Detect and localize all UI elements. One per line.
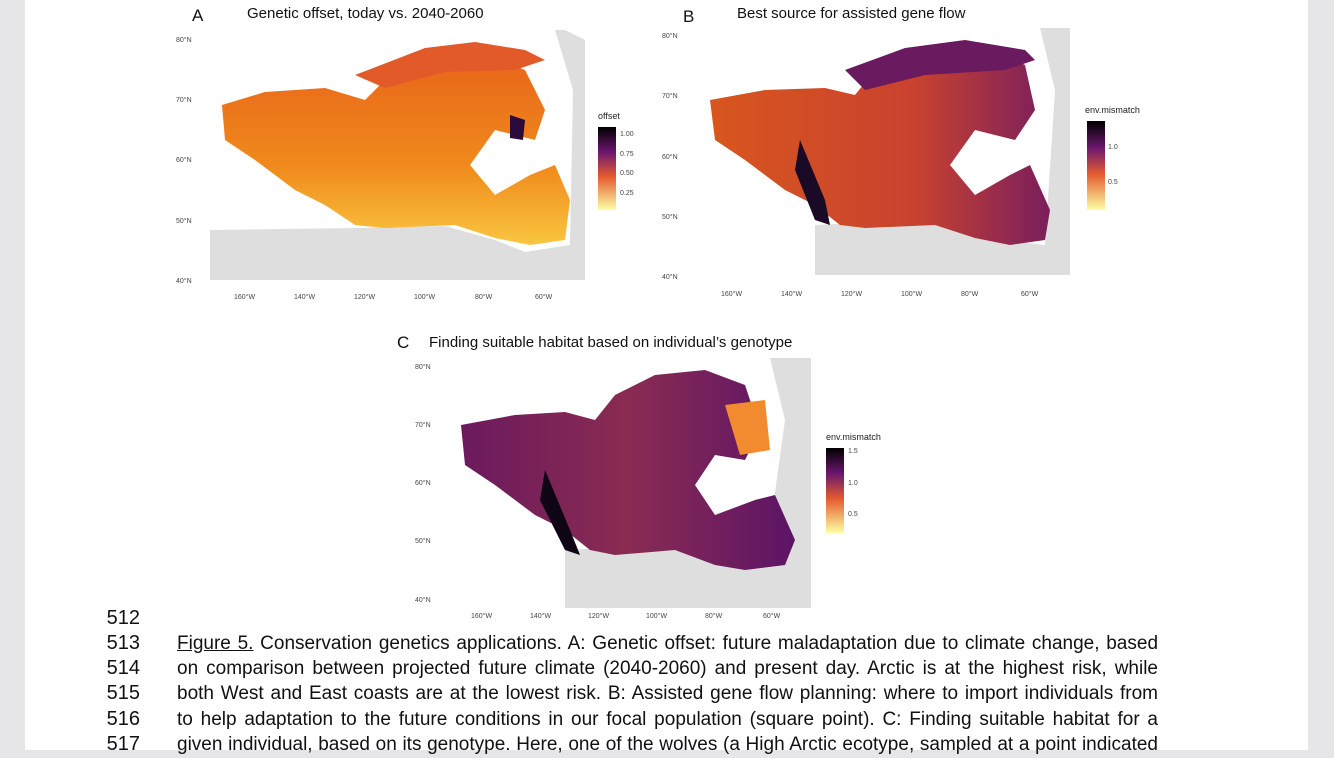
figure-label: Figure 5. [177, 633, 254, 654]
caption-line: given individual, based on its genotype.… [177, 734, 1158, 755]
latitude-label: 80°N [415, 364, 431, 371]
latitude-label: 70°N [415, 422, 431, 429]
legend-bar [598, 127, 616, 210]
latitude-label: 80°N [176, 37, 192, 44]
longitude-label: 120°W [354, 294, 376, 301]
latitude-label: 50°N [662, 214, 678, 221]
line-number: 514 [106, 657, 140, 679]
panel-title: Finding suitable habitat based on indivi… [429, 334, 793, 351]
legend-bar [1087, 121, 1105, 210]
caption-line: Figure 5. Conservation genetics applicat… [177, 633, 1158, 657]
legend-title: env.mismatch [1085, 105, 1140, 115]
map-c [441, 358, 811, 608]
longitude-label: 140°W [530, 613, 552, 620]
legend-title: env.mismatch [826, 432, 881, 442]
legend-tick: 0.25 [620, 190, 634, 197]
longitude-label: 140°W [294, 294, 316, 301]
latitude-label: 60°N [176, 157, 192, 164]
line-number: 516 [106, 708, 140, 730]
longitude-label: 160°W [471, 613, 493, 620]
longitude-label: 160°W [721, 291, 743, 298]
longitude-label: 100°W [414, 294, 436, 301]
line-number: 517 [106, 733, 140, 755]
latitude-label: 50°N [415, 538, 431, 545]
legend-tick: 0.50 [620, 170, 634, 177]
panel-title: Genetic offset, today vs. 2040-2060 [247, 5, 484, 22]
longitude-label: 80°W [705, 613, 723, 620]
figure-graphics [205, 28, 1105, 608]
caption-text: Conservation genetics applications. A: G… [253, 633, 1158, 654]
latitude-label: 40°N [415, 597, 431, 604]
legend-tick: 1.00 [620, 131, 634, 138]
legend-tick: 0.75 [620, 151, 634, 158]
longitude-label: 60°W [535, 294, 553, 301]
longitude-label: 60°W [763, 613, 781, 620]
caption-line: both West and East coasts are at the low… [177, 683, 1158, 704]
legend-tick: 1.5 [848, 448, 858, 455]
latitude-label: 70°N [176, 97, 192, 104]
panel-letter: B [683, 7, 695, 26]
latitude-label: 40°N [662, 274, 678, 281]
line-number: 512 [106, 607, 140, 629]
map-b [690, 28, 1070, 288]
latitude-label: 50°N [176, 218, 192, 225]
latitude-label: 60°N [662, 154, 678, 161]
paper: A Genetic offset, today vs. 2040-2060 80°N… [25, 0, 1308, 755]
latitude-label: 40°N [176, 278, 192, 285]
longitude-label: 120°W [588, 613, 610, 620]
legend-tick: 0.5 [1108, 179, 1118, 186]
panel-letter: C [397, 333, 410, 352]
legend-tick: 1.0 [848, 480, 858, 487]
longitude-label: 160°W [234, 294, 256, 301]
caption-line: on comparison between projected future c… [177, 658, 1158, 679]
panel-letter: A [192, 6, 204, 25]
longitude-label: 140°W [781, 291, 803, 298]
longitude-label: 80°W [475, 294, 493, 301]
line-number: 513 [106, 632, 140, 654]
latitude-label: 80°N [662, 33, 678, 40]
latitude-label: 70°N [662, 93, 678, 100]
longitude-label: 80°W [961, 291, 979, 298]
line-number: 515 [106, 682, 140, 704]
longitude-label: 120°W [841, 291, 863, 298]
legend-tick: 1.0 [1108, 144, 1118, 151]
legend-title: offset [598, 111, 620, 121]
map-a [205, 30, 585, 290]
legend-bar [826, 448, 844, 533]
longitude-label: 60°W [1021, 291, 1039, 298]
caption-line: to help adaptation to the future conditi… [177, 709, 1158, 730]
panel-title: Best source for assisted gene flow [737, 5, 966, 22]
longitude-label: 100°W [646, 613, 668, 620]
legend-tick: 0.5 [848, 511, 858, 518]
longitude-label: 100°W [901, 291, 923, 298]
latitude-label: 60°N [415, 480, 431, 487]
